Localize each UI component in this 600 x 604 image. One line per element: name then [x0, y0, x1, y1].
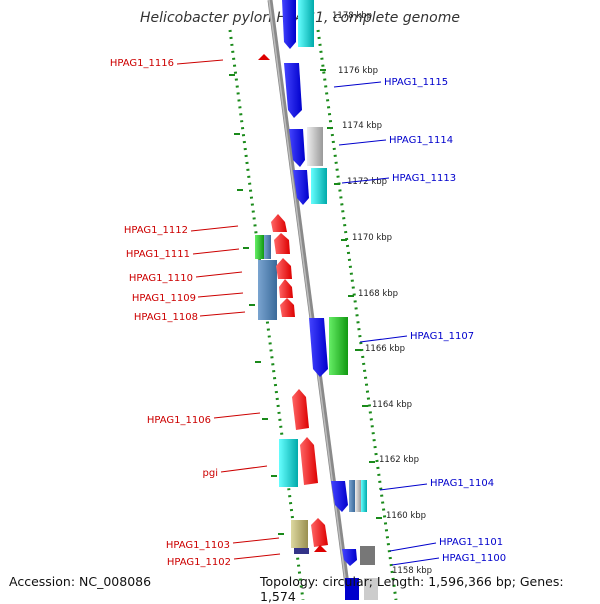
gene-feature[interactable]: [311, 518, 328, 547]
gene-feature[interactable]: [274, 233, 290, 254]
tick-label: 1176 kbp: [338, 66, 378, 76]
gene-feature[interactable]: [280, 298, 295, 317]
gene-label[interactable]: HPAG1_1108: [134, 312, 198, 323]
gene-label[interactable]: HPAG1_1102: [167, 557, 231, 568]
gene-feature[interactable]: [276, 258, 292, 279]
gene-feature[interactable]: [300, 437, 318, 485]
gene-label[interactable]: HPAG1_1110: [129, 273, 193, 284]
gene-feature[interactable]: [258, 54, 270, 60]
tick-label: 1170 kbp: [352, 233, 392, 243]
gene-feature[interactable]: [309, 318, 328, 377]
gene-feature[interactable]: [289, 129, 305, 167]
gene-feature[interactable]: [360, 546, 375, 565]
forward-gene-labels: HPAG1_1116 HPAG1_1112 HPAG1_1111 HPAG1_1…: [110, 58, 281, 568]
gene-feature[interactable]: [364, 578, 378, 600]
gene-label[interactable]: HPAG1_1107: [410, 331, 474, 342]
gene-feature[interactable]: [307, 127, 323, 166]
gene-feature[interactable]: [264, 235, 271, 259]
accession-text: Accession: NC_008086: [9, 574, 152, 589]
tick-label: 1158 kbp: [392, 566, 432, 576]
gene-label[interactable]: HPAG1_1109: [132, 293, 196, 304]
gene-features: [255, 0, 378, 600]
gene-feature[interactable]: [282, 0, 296, 49]
gene-label[interactable]: pgi: [203, 468, 218, 479]
gene-label[interactable]: HPAG1_1104: [430, 478, 494, 489]
gene-label[interactable]: HPAG1_1116: [110, 58, 174, 69]
gene-feature[interactable]: [311, 168, 327, 204]
gene-label[interactable]: HPAG1_1114: [389, 135, 453, 146]
gene-feature[interactable]: [294, 548, 309, 554]
gene-label[interactable]: HPAG1_1106: [147, 415, 211, 426]
gene-label[interactable]: HPAG1_1100: [442, 553, 506, 564]
gene-feature[interactable]: [298, 0, 314, 47]
gene-feature[interactable]: [349, 480, 355, 512]
gene-label[interactable]: HPAG1_1101: [439, 537, 503, 548]
right-dotted-track: [316, 29, 398, 600]
tick-label: 1160 kbp: [386, 511, 426, 521]
gene-feature[interactable]: [271, 214, 287, 232]
gene-feature[interactable]: [314, 545, 327, 552]
genome-backbone-highlight: [268, 0, 349, 600]
gene-feature[interactable]: [355, 480, 361, 512]
tick-label: 1166 kbp: [365, 344, 405, 354]
tick-label: 1174 kbp: [342, 121, 382, 131]
left-tick-marks: [229, 74, 284, 535]
gene-feature[interactable]: [345, 578, 359, 600]
genome-backbone: [267, 0, 352, 600]
gene-feature[interactable]: [342, 549, 357, 566]
kbp-ticks: 1178 kbp 1176 kbp 1174 kbp 1172 kbp 1170…: [332, 11, 432, 576]
gene-label[interactable]: HPAG1_1112: [124, 225, 188, 236]
gene-label[interactable]: HPAG1_1103: [166, 540, 230, 551]
gene-feature[interactable]: [258, 260, 277, 320]
gene-label[interactable]: HPAG1_1115: [384, 77, 448, 88]
tick-label: 1162 kbp: [379, 455, 419, 465]
reverse-gene-labels: HPAG1_1115 HPAG1_1114 HPAG1_1113 HPAG1_1…: [333, 77, 506, 566]
gene-feature[interactable]: [279, 439, 298, 487]
right-tick-marks: [320, 69, 382, 519]
gene-feature[interactable]: [292, 389, 309, 430]
gene-feature[interactable]: [291, 520, 308, 548]
gene-label[interactable]: HPAG1_1111: [126, 249, 190, 260]
gene-feature[interactable]: [293, 170, 309, 205]
tick-label: 1178 kbp: [332, 11, 372, 21]
tick-label: 1168 kbp: [358, 289, 398, 299]
gene-feature[interactable]: [284, 63, 302, 118]
gene-feature[interactable]: [255, 235, 264, 259]
gene-label[interactable]: HPAG1_1113: [392, 173, 456, 184]
gene-feature[interactable]: [279, 279, 293, 298]
gene-feature[interactable]: [329, 317, 348, 375]
gene-feature[interactable]: [361, 480, 367, 512]
tick-label: 1172 kbp: [347, 177, 387, 187]
gene-feature[interactable]: [331, 481, 348, 512]
tick-label: 1164 kbp: [372, 400, 412, 410]
